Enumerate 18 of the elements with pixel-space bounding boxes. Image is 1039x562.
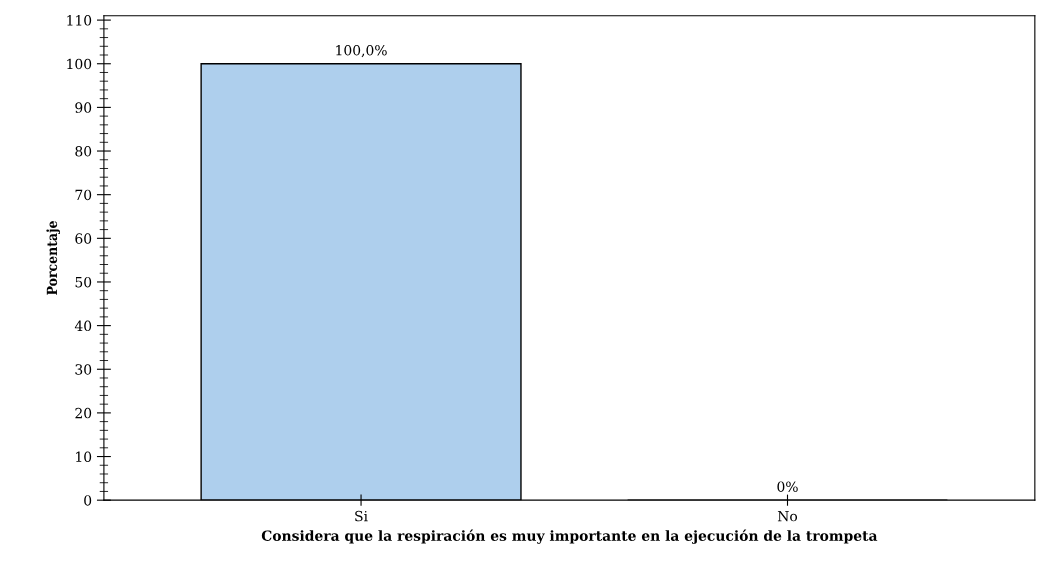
y-tick-label: 50: [75, 276, 92, 288]
x-tick-label: Si: [355, 510, 368, 522]
y-tick-label: 0: [84, 495, 92, 506]
data-label: 100,0%: [336, 44, 387, 58]
data-label: 0%: [777, 481, 798, 492]
y-tick-label: 10: [76, 451, 92, 463]
y-tick-label: 20: [75, 407, 92, 419]
y-axis-title: Porcentaje: [46, 221, 61, 295]
y-tick-label: 80: [75, 146, 92, 157]
x-axis-title: Considera que la respiración es muy importante en la ejecución de la trompeta: [261, 529, 878, 544]
y-tick-label: 100: [67, 58, 92, 70]
y-tick-label: 40: [74, 320, 92, 332]
y-tick-label: 60: [75, 233, 92, 244]
y-tick-label: 70: [75, 189, 92, 201]
x-tick-label: No: [777, 511, 798, 522]
y-tick-label: 110: [67, 15, 92, 26]
y-tick-label: 90: [75, 102, 92, 113]
y-tick-label: 30: [75, 364, 92, 375]
